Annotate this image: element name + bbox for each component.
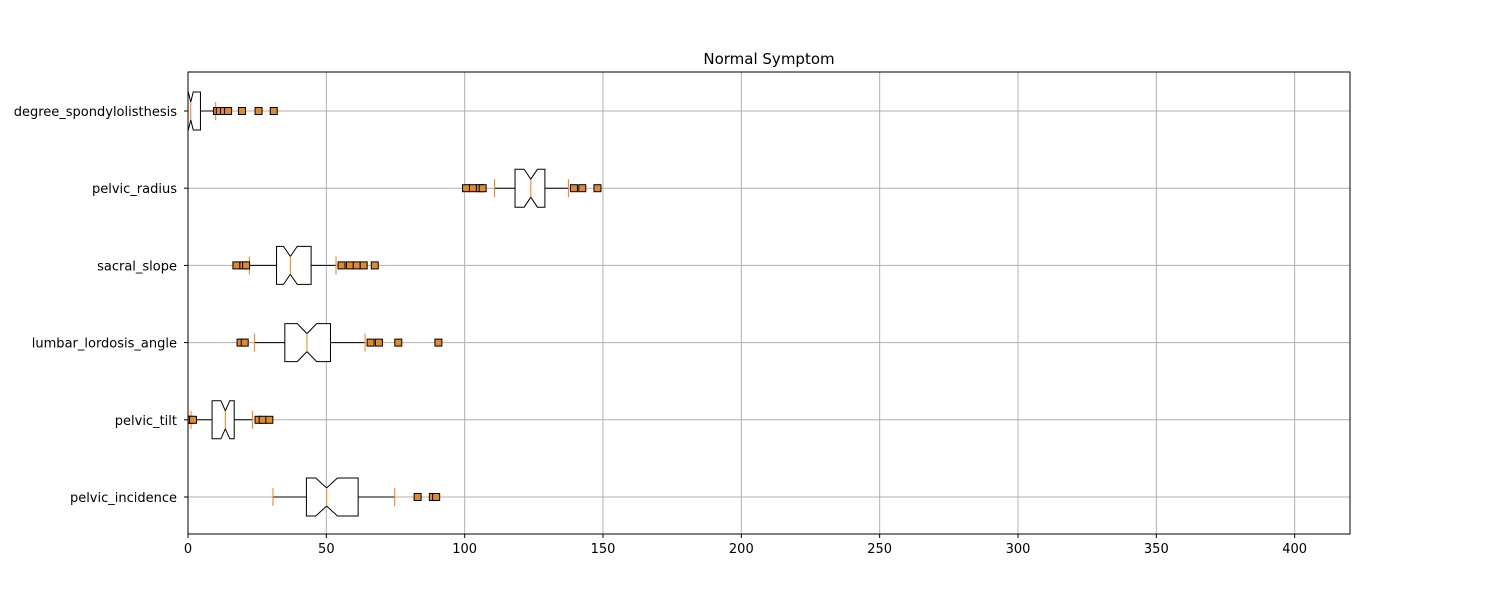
notched-box [514, 168, 546, 208]
category-label: lumbar_lordosis_angle [32, 337, 177, 352]
x-tick-label: 400 [1282, 542, 1307, 557]
grid-lines [187, 72, 1350, 534]
x-tick-label: 100 [452, 542, 477, 557]
x-tick-label: 250 [867, 542, 892, 557]
outlier-point [188, 415, 197, 424]
x-tick-label: 350 [1144, 542, 1169, 557]
outlier-point [352, 261, 361, 270]
outlier-point [569, 184, 578, 193]
outlier-point [232, 261, 241, 270]
x-tick-label: 200 [729, 542, 754, 557]
outlier-point [468, 184, 477, 193]
outlier-point [269, 107, 278, 115]
category-label: pelvic_incidence [70, 491, 177, 506]
outlier-point [578, 184, 587, 193]
notched-box [188, 91, 201, 131]
category-label: sacral_slope [97, 259, 177, 274]
outlier-point [242, 261, 251, 270]
x-tick-label: 0 [184, 542, 192, 557]
box-lumbar-lordosis-angle [236, 323, 443, 363]
box-pelvic-radius [462, 168, 602, 208]
plot-frame [187, 71, 1351, 535]
chart-title: Normal Symptom [703, 50, 834, 68]
outlier-point [366, 338, 375, 347]
outlier-point [345, 261, 354, 270]
outlier-point [265, 415, 274, 424]
x-tick-label: 150 [591, 542, 616, 557]
notched-box [276, 245, 312, 285]
outlier-point [258, 415, 267, 424]
box-sacral-slope [232, 245, 379, 285]
outlier-point [478, 184, 487, 193]
outlier-point [337, 261, 346, 270]
outlier-point [254, 107, 263, 115]
notched-box [211, 400, 235, 440]
outlier-point [434, 338, 443, 347]
outlier-point [237, 107, 246, 115]
box-layer [188, 91, 602, 517]
y-axis-ticks: pelvic_incidence pelvic_tilt lumbar_lordos… [14, 105, 188, 506]
category-label: degree_spondylolisthesis [14, 105, 178, 120]
x-axis-ticks: 0 50 100 150 200 250 300 350 400 [184, 534, 1307, 557]
notched-box [284, 323, 331, 363]
outlier-point [462, 184, 471, 193]
outlier-point [370, 261, 379, 270]
box-degree-spondylolisthesis [188, 91, 278, 131]
category-label: pelvic_tilt [115, 414, 177, 429]
outlier-point [432, 493, 441, 501]
outlier-point [593, 184, 602, 193]
outlier-point [224, 107, 233, 115]
outlier-point [394, 338, 403, 347]
x-tick-label: 300 [1006, 542, 1031, 557]
outlier-point [240, 338, 249, 347]
outlier-point [413, 493, 422, 501]
category-label: pelvic_radius [92, 182, 177, 197]
outlier-point [359, 261, 368, 270]
notched-box [305, 477, 359, 517]
box-pelvic-tilt [188, 400, 274, 440]
box-pelvic-incidence [272, 477, 441, 517]
outlier-point [374, 338, 383, 347]
x-tick-label: 50 [318, 542, 335, 557]
